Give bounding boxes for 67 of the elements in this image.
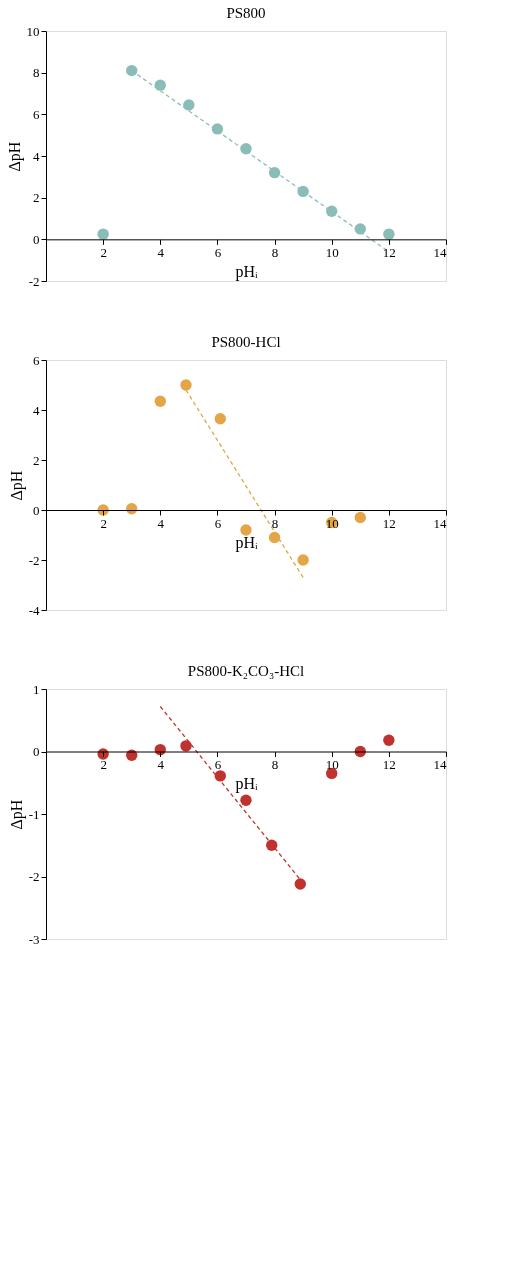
point <box>97 228 109 240</box>
y-tick-label: -4 <box>28 602 40 618</box>
point <box>126 64 138 77</box>
point <box>383 228 395 240</box>
y-axis-title: ΔpH <box>7 799 26 830</box>
y-tick-label: 10 <box>26 23 40 39</box>
x-tick-label: 2 <box>100 515 107 531</box>
x-axis-title: pHᵢ <box>235 775 258 793</box>
x-tick-label: 8 <box>271 757 279 772</box>
y-axis-title: ΔpH <box>7 470 26 501</box>
x-tick-label: 8 <box>271 515 279 531</box>
chart-title: PS800-HCl <box>211 334 281 350</box>
x-tick-label: 6 <box>214 244 222 260</box>
point <box>294 878 306 890</box>
x-tick-label: 6 <box>214 515 222 531</box>
y-tick-label: 4 <box>33 402 40 418</box>
x-tick-label: 14 <box>433 244 447 260</box>
x-axis-title: pHᵢ <box>235 262 258 281</box>
y-axis-title: ΔpH <box>5 141 24 172</box>
point <box>268 531 281 544</box>
x-tick-label: 4 <box>157 515 165 531</box>
point <box>214 413 226 425</box>
y-tick-label: -3 <box>28 931 40 947</box>
x-tick-label: 6 <box>214 757 222 772</box>
x-tick-label: 4 <box>157 757 165 772</box>
x-tick-label: 2 <box>100 757 107 772</box>
y-tick-label: -1 <box>28 806 40 822</box>
point <box>240 524 252 536</box>
x-tick-label: 12 <box>382 244 396 260</box>
y-tick-label: 2 <box>33 190 40 206</box>
x-tick-label: 4 <box>157 244 165 260</box>
chart-title: PS800-K₂CO₃-HCl <box>187 663 305 679</box>
x-tick-label: 14 <box>433 515 447 531</box>
x-tick-label: 8 <box>271 244 279 260</box>
y-tick-label: 0 <box>33 744 40 759</box>
y-tick-label: 6 <box>33 106 40 122</box>
x-tick-label: 2 <box>100 244 107 260</box>
x-axis-title: pHᵢ <box>235 533 258 552</box>
point <box>266 839 278 851</box>
point <box>354 511 366 524</box>
point <box>240 794 252 806</box>
chart-title: PS800 <box>226 5 266 21</box>
y-tick-label: -2 <box>28 273 40 289</box>
x-tick-label: 10 <box>325 757 339 772</box>
y-tick-label: 6 <box>33 352 40 368</box>
y-tick-label: 2 <box>33 452 40 468</box>
x-tick-label: 14 <box>433 757 447 772</box>
y-tick-label: 0 <box>33 502 40 518</box>
y-tick-label: 4 <box>33 148 40 164</box>
point <box>154 395 166 407</box>
y-tick-label: -2 <box>28 869 40 884</box>
point <box>180 740 192 752</box>
point <box>297 554 309 566</box>
y-tick-label: 1 <box>33 681 40 697</box>
point <box>180 379 192 391</box>
y-tick-label: 8 <box>33 65 40 81</box>
x-tick-label: 12 <box>382 757 396 772</box>
x-tick-label: 12 <box>382 515 396 531</box>
x-tick-label: 10 <box>325 244 339 260</box>
point <box>183 99 195 111</box>
point <box>268 166 281 179</box>
point <box>154 79 166 91</box>
point <box>297 185 309 198</box>
y-tick-label: -2 <box>28 552 40 568</box>
point <box>214 770 226 782</box>
point <box>383 734 395 746</box>
y-tick-label: 0 <box>33 231 40 247</box>
